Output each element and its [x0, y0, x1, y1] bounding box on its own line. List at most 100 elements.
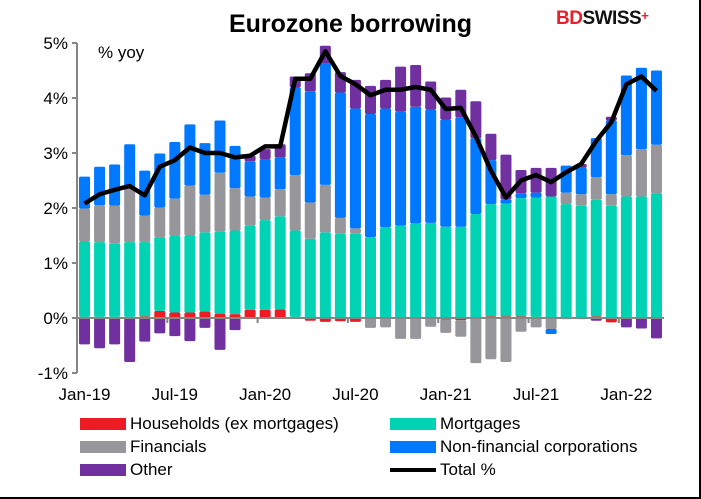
y-tick-label: 5%	[43, 34, 68, 53]
bar-financials	[184, 185, 196, 236]
bar-non-financial-corporations	[274, 157, 286, 190]
bar-households-ex-mortgages	[169, 312, 181, 318]
bar-mortgages	[349, 233, 361, 318]
bar-other	[79, 318, 91, 345]
bar-non-financial-corporations	[365, 113, 376, 238]
bar-financials	[545, 318, 557, 329]
bar-financials	[500, 318, 512, 362]
legend-swatch	[80, 441, 126, 453]
bar-other	[199, 318, 211, 328]
bar-financials	[530, 318, 542, 328]
bar-non-financial-corporations	[500, 199, 512, 204]
total-line	[83, 49, 659, 206]
bar-financials	[605, 194, 617, 206]
bar-other	[620, 318, 632, 328]
bar-mortgages	[79, 241, 91, 317]
bar-households-ex-mortgages	[244, 309, 256, 318]
bar-non-financial-corporations	[109, 164, 121, 206]
bar-mortgages	[575, 205, 587, 318]
bar-non-financial-corporations	[229, 145, 241, 189]
bar-other	[650, 318, 662, 339]
bar-mortgages	[184, 235, 196, 313]
legend-item-financials: Financials	[80, 437, 207, 457]
bar-households-ex-mortgages	[214, 313, 226, 318]
bar-financials	[515, 318, 527, 332]
bar-other	[94, 318, 106, 349]
x-tick-label: Jan-22	[600, 385, 652, 404]
bar-mortgages	[199, 232, 211, 312]
chart-title: Eurozone borrowing	[228, 10, 473, 38]
bar-mortgages	[485, 204, 497, 317]
y-tick-label: 1%	[43, 254, 68, 273]
legend-line	[390, 468, 436, 472]
bar-other	[139, 318, 151, 342]
bar-non-financial-corporations	[470, 138, 482, 215]
bar-financials	[259, 197, 271, 221]
bar-financials	[470, 318, 482, 364]
bar-non-financial-corporations	[244, 161, 256, 197]
bar-non-financial-corporations	[605, 120, 617, 195]
bar-financials	[365, 318, 376, 328]
bar-financials	[590, 177, 602, 200]
bar-mortgages	[124, 242, 136, 317]
bar-mortgages	[304, 238, 316, 318]
bar-financials	[635, 149, 647, 197]
bar-mortgages	[139, 242, 151, 317]
bar-non-financial-corporations	[425, 109, 437, 223]
bar-non-financial-corporations	[319, 63, 331, 185]
bar-non-financial-corporations	[184, 124, 196, 186]
bar-mortgages	[289, 230, 301, 317]
bar-mortgages	[395, 225, 407, 318]
bar-financials	[560, 192, 572, 205]
bar-other	[635, 318, 647, 329]
bar-financials	[154, 207, 166, 238]
bar-financials	[319, 184, 331, 233]
legend-item-mortgages: Mortgages	[390, 414, 520, 434]
bar-non-financial-corporations	[410, 106, 422, 224]
y-tick-label: 2%	[43, 199, 68, 218]
y-tick-label: 0%	[43, 309, 68, 328]
bar-mortgages	[154, 237, 166, 311]
bar-mortgages	[440, 226, 452, 318]
bar-other	[229, 318, 241, 331]
bar-non-financial-corporations	[304, 91, 316, 203]
x-tick-label: Jan-21	[420, 385, 472, 404]
bar-financials	[410, 318, 422, 339]
bar-mortgages	[334, 233, 346, 318]
bar-non-financial-corporations	[169, 142, 181, 199]
bar-mortgages	[470, 214, 482, 318]
bar-financials	[139, 215, 151, 243]
bar-financials	[244, 196, 256, 226]
bar-mortgages	[635, 196, 647, 318]
bar-mortgages	[455, 226, 467, 318]
bar-mortgages	[319, 232, 331, 318]
bar-mortgages	[169, 236, 181, 313]
bar-other	[169, 318, 181, 337]
bar-non-financial-corporations	[289, 87, 301, 175]
bar-non-financial-corporations	[515, 193, 527, 199]
legend-item-other: Other	[80, 460, 173, 480]
bar-financials	[304, 202, 316, 239]
x-tick-label: Jul-21	[513, 385, 559, 404]
bar-mortgages	[274, 216, 286, 310]
bar-mortgages	[94, 242, 106, 317]
bar-financials	[199, 194, 211, 233]
bar-non-financial-corporations	[530, 192, 542, 198]
bdswiss-logo: BDSWISS+	[556, 8, 649, 29]
bar-mortgages	[229, 230, 241, 315]
bar-other	[214, 318, 226, 350]
x-tick-label: Jan-19	[59, 385, 111, 404]
bar-non-financial-corporations	[334, 92, 346, 218]
bar-non-financial-corporations	[349, 108, 361, 229]
bar-mortgages	[425, 222, 437, 318]
bar-other	[485, 133, 497, 161]
bar-non-financial-corporations	[259, 159, 271, 198]
bar-other	[530, 167, 542, 193]
legend-item-households: Households (ex mortgages)	[80, 414, 339, 434]
bar-non-financial-corporations	[440, 119, 452, 227]
bar-financials	[395, 318, 407, 339]
bar-non-financial-corporations	[650, 70, 662, 145]
bar-non-financial-corporations	[545, 329, 557, 334]
